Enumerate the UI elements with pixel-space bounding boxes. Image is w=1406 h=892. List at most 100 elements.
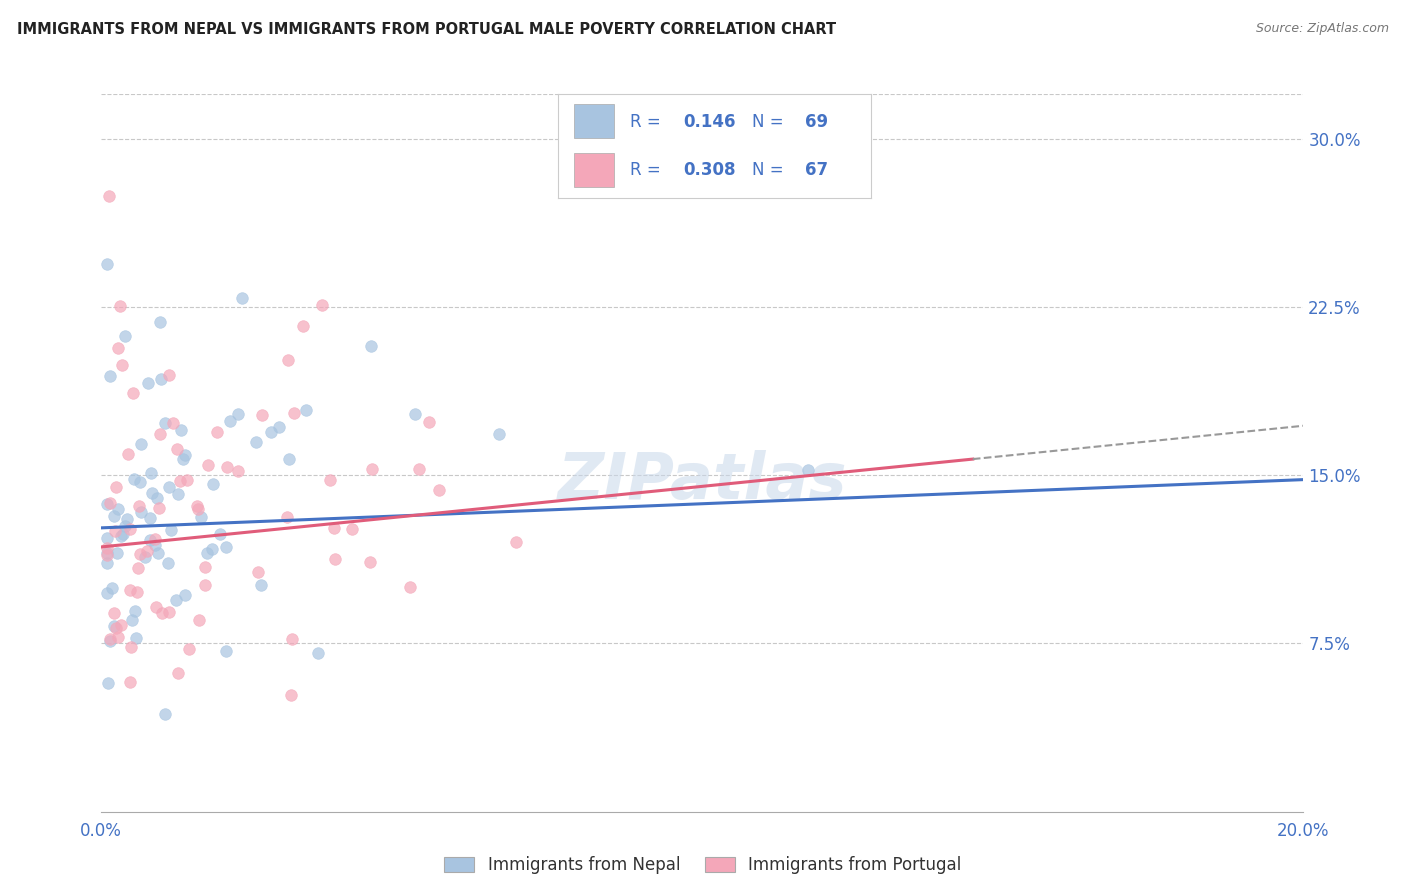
Point <box>173 448 195 462</box>
Point <box>311 298 333 312</box>
Point <box>96 548 118 562</box>
Text: IMMIGRANTS FROM NEPAL VS IMMIGRANTS FROM PORTUGAL MALE POVERTY CORRELATION CHART: IMMIGRANTS FROM NEPAL VS IMMIGRANTS FROM… <box>17 22 837 37</box>
Point <box>117 447 139 461</box>
Point <box>359 556 381 570</box>
Point <box>127 560 149 574</box>
Point <box>128 547 150 561</box>
Point <box>169 474 191 488</box>
Point <box>323 521 346 535</box>
Point <box>226 464 249 478</box>
Point <box>150 606 173 620</box>
Legend: Immigrants from Nepal, Immigrants from Portugal: Immigrants from Nepal, Immigrants from P… <box>439 851 967 880</box>
Point <box>120 640 142 655</box>
Point <box>107 630 129 644</box>
Point <box>129 437 152 451</box>
Point <box>231 291 253 305</box>
Point <box>120 582 142 597</box>
Point <box>114 329 136 343</box>
Point <box>107 341 129 355</box>
Point <box>162 416 184 430</box>
Point <box>276 509 298 524</box>
Point <box>149 427 172 442</box>
Point <box>115 512 138 526</box>
Text: R =: R = <box>630 161 666 178</box>
Point <box>124 472 146 486</box>
Point <box>153 416 176 430</box>
Point <box>186 499 208 513</box>
Point <box>103 508 125 523</box>
Point <box>404 407 426 421</box>
Point <box>165 593 187 607</box>
Text: 0.308: 0.308 <box>683 161 735 178</box>
Point <box>128 475 150 489</box>
Point <box>319 474 342 488</box>
Point <box>188 613 211 627</box>
Point <box>104 524 127 538</box>
Point <box>96 556 118 570</box>
Text: N =: N = <box>752 161 789 178</box>
Point <box>141 467 163 481</box>
Point <box>118 523 141 537</box>
Point <box>292 319 315 334</box>
Point <box>277 353 299 368</box>
Bar <box>574 153 614 187</box>
Point <box>105 621 128 635</box>
Point <box>245 434 267 449</box>
Point <box>360 462 382 476</box>
Point <box>105 546 128 560</box>
Point <box>110 618 132 632</box>
Point <box>96 586 118 600</box>
Point <box>101 581 124 595</box>
Point <box>187 502 209 516</box>
Text: N =: N = <box>752 112 789 131</box>
Point <box>323 552 346 566</box>
Point <box>418 415 440 429</box>
Point <box>96 256 118 270</box>
Point <box>360 339 382 353</box>
Point <box>139 510 162 524</box>
Point <box>157 368 180 383</box>
Point <box>110 528 132 542</box>
Point <box>281 632 304 647</box>
Point <box>194 577 217 591</box>
Point <box>98 368 121 383</box>
Point <box>294 403 316 417</box>
Point <box>96 497 118 511</box>
Point <box>129 505 152 519</box>
Point <box>398 580 420 594</box>
Point <box>307 646 329 660</box>
Point <box>194 560 217 574</box>
Point <box>136 544 159 558</box>
Text: R =: R = <box>630 112 666 131</box>
Point <box>201 477 224 491</box>
Point <box>146 491 169 506</box>
Point <box>97 189 120 203</box>
Point <box>97 676 120 690</box>
Point <box>98 633 121 648</box>
Point <box>159 523 181 537</box>
Point <box>96 541 118 555</box>
Point <box>166 666 188 681</box>
Point <box>134 549 156 564</box>
Point <box>176 473 198 487</box>
Point <box>103 606 125 620</box>
Point <box>156 556 179 570</box>
Point <box>103 619 125 633</box>
Point <box>215 644 238 658</box>
Point <box>167 487 190 501</box>
Point <box>205 425 228 439</box>
Point <box>146 546 169 560</box>
Point <box>215 460 238 475</box>
Text: ZIPatlas: ZIPatlas <box>558 450 846 512</box>
Point <box>278 452 301 467</box>
Point <box>250 408 273 422</box>
Point <box>797 463 820 477</box>
Point <box>190 510 212 524</box>
Bar <box>574 104 614 138</box>
Point <box>148 501 170 516</box>
Point <box>125 631 148 645</box>
Point <box>110 299 132 313</box>
Point <box>157 480 180 494</box>
Point <box>488 426 510 441</box>
Point <box>201 541 224 556</box>
